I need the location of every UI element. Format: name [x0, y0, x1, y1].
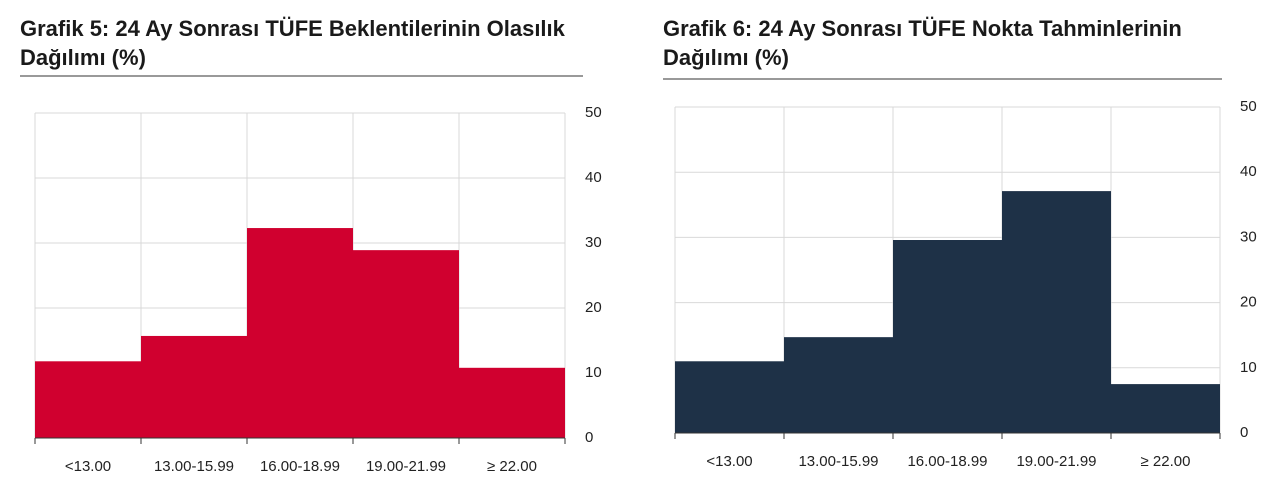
x-tick-label: 16.00-18.99	[260, 458, 340, 475]
chart-title: Grafik 5: 24 Ay Sonrası TÜFE Beklentiler…	[20, 16, 565, 70]
x-tick-label: 13.00-15.99	[154, 458, 234, 475]
bar	[459, 367, 565, 438]
x-tick-label: ≥ 22.00	[1141, 453, 1191, 470]
bar	[35, 361, 141, 438]
bar	[1002, 191, 1111, 433]
y-tick-label: 20	[585, 299, 602, 316]
bar	[353, 250, 459, 438]
x-tick-label: ≥ 22.00	[487, 458, 537, 475]
x-tick-label: 13.00-15.99	[798, 453, 878, 470]
y-tick-label: 40	[1240, 163, 1257, 180]
x-tick-label: 19.00-21.99	[1016, 453, 1096, 470]
y-tick-label: 0	[585, 429, 593, 446]
bar	[675, 361, 784, 433]
chart-title: Grafik 6: 24 Ay Sonrası TÜFE Nokta Tahmi…	[663, 16, 1182, 70]
bar	[893, 240, 1002, 433]
y-tick-label: 0	[1240, 424, 1248, 441]
y-tick-label: 50	[1240, 98, 1257, 115]
y-tick-label: 10	[585, 364, 602, 381]
y-tick-label: 20	[1240, 294, 1257, 311]
y-tick-label: 30	[585, 234, 602, 251]
x-tick-label: <13.00	[706, 453, 752, 470]
y-tick-label: 40	[585, 169, 602, 186]
bar	[784, 337, 893, 433]
x-tick-label: 19.00-21.99	[366, 458, 446, 475]
y-tick-label: 10	[1240, 359, 1257, 376]
bar	[1111, 384, 1220, 433]
x-tick-label: <13.00	[65, 458, 111, 475]
x-tick-label: 16.00-18.99	[907, 453, 987, 470]
bar	[141, 335, 247, 438]
y-tick-label: 30	[1240, 228, 1257, 245]
bar	[247, 228, 353, 438]
y-tick-label: 50	[585, 104, 602, 121]
